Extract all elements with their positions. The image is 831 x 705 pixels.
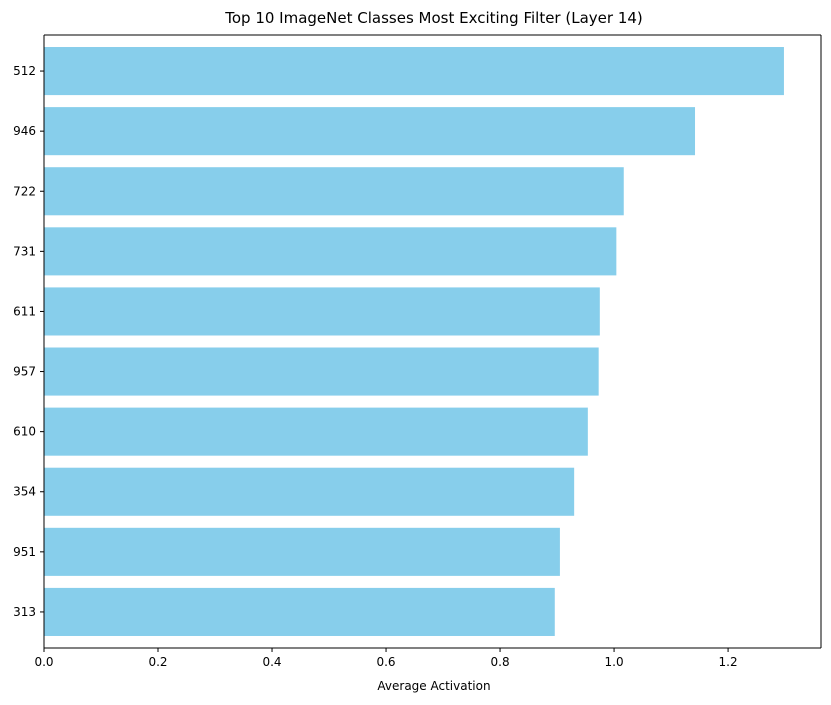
y-tick-label: 354 bbox=[13, 485, 36, 499]
bar-957 bbox=[44, 347, 599, 396]
x-tick-label: 0.0 bbox=[34, 655, 53, 669]
axes-layer: 0.0 0.2 0.4 0.6 0.8 1.0 1.2 512 946 722 731 611 957 6… bbox=[13, 34, 822, 669]
chart-title: Top 10 ImageNet Classes Most Exciting Fi… bbox=[224, 9, 643, 27]
bars-layer bbox=[44, 47, 784, 636]
x-tick-label: 0.4 bbox=[262, 655, 281, 669]
bar-731 bbox=[44, 227, 617, 276]
y-tick-label: 610 bbox=[13, 425, 36, 439]
bar-512 bbox=[44, 47, 784, 96]
x-tick-label: 0.8 bbox=[491, 655, 510, 669]
bar-354 bbox=[44, 467, 575, 516]
y-tick-label: 313 bbox=[13, 605, 36, 619]
bar-611 bbox=[44, 287, 600, 336]
x-tick-label: 0.6 bbox=[376, 655, 395, 669]
x-axis-label: Average Activation bbox=[377, 679, 490, 693]
y-tick-label: 512 bbox=[13, 64, 36, 78]
y-tick-label: 957 bbox=[13, 365, 36, 379]
x-tick-label: 0.2 bbox=[148, 655, 167, 669]
bar-610 bbox=[44, 407, 588, 456]
y-tick-label: 722 bbox=[13, 184, 36, 198]
bar-722 bbox=[44, 167, 624, 216]
bar-946 bbox=[44, 107, 696, 156]
x-tick-label: 1.0 bbox=[605, 655, 624, 669]
bar-951 bbox=[44, 527, 560, 576]
y-tick-label: 611 bbox=[13, 304, 36, 318]
bar-313 bbox=[44, 587, 555, 636]
y-tick-label: 946 bbox=[13, 124, 36, 138]
y-tick-label: 951 bbox=[13, 545, 36, 559]
y-tick-label: 731 bbox=[13, 244, 36, 258]
x-tick-label: 1.2 bbox=[719, 655, 738, 669]
